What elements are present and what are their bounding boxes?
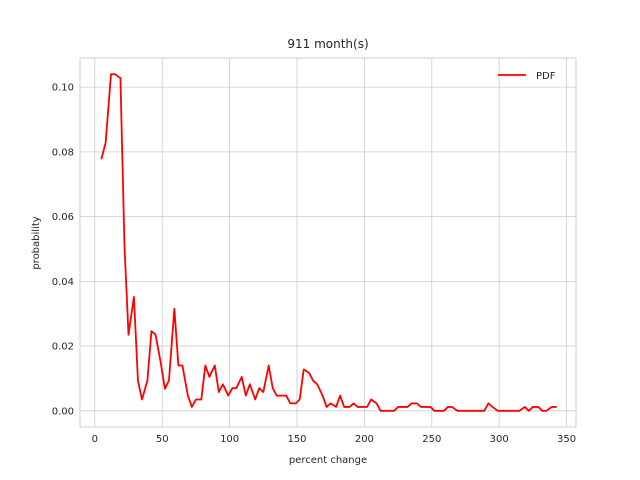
x-tick-label: 300 [490, 434, 509, 445]
y-axis-ticks: 0.00 0.02 0.04 0.06 0.08 0.10 [52, 83, 74, 418]
axes-border [79, 57, 577, 428]
plot-frame [79, 57, 577, 428]
y-tick-label: 0.02 [52, 342, 74, 353]
y-axis-label: probability [31, 216, 42, 269]
x-tick-label: 50 [156, 434, 169, 445]
plot-area [80, 58, 576, 427]
series-line-pdf [100, 73, 557, 412]
y-tick-label: 0.10 [52, 83, 74, 94]
x-tick-label: 150 [287, 434, 306, 445]
legend: PDF [498, 71, 556, 82]
x-tick-label: 200 [355, 434, 374, 445]
x-tick-label: 350 [557, 434, 576, 445]
y-tick-label: 0.06 [52, 212, 74, 223]
chart-title: 911 month(s) [287, 37, 368, 51]
y-tick-label: 0.00 [52, 406, 74, 417]
x-axis-label: percent change [289, 455, 367, 466]
series-layer [100, 73, 557, 412]
x-tick-label: 100 [220, 434, 239, 445]
grid [80, 58, 576, 427]
x-tick-label: 250 [422, 434, 441, 445]
y-tick-label: 0.08 [52, 147, 74, 158]
x-axis-ticks: 0 50 100 150 200 250 300 350 [92, 434, 576, 445]
x-tick-label: 0 [92, 434, 98, 445]
legend-label-pdf: PDF [536, 71, 556, 82]
y-tick-label: 0.04 [52, 277, 74, 288]
